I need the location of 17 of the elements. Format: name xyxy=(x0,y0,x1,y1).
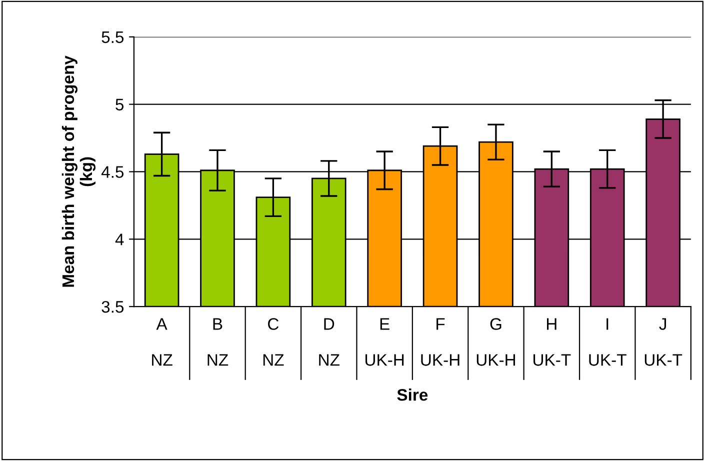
y-tick-label: 3.5 xyxy=(102,300,124,313)
x-axis-title: Sire xyxy=(397,388,428,401)
category-label: F UK-H xyxy=(421,318,460,366)
category-label: A NZ xyxy=(152,318,172,366)
y-tick-label: 5.5 xyxy=(102,31,124,44)
y-tick-label: 4.5 xyxy=(101,166,124,178)
category-label: J UK-T xyxy=(644,318,682,366)
category-label: D NZ xyxy=(319,318,340,366)
y-axis-title: Mean birth weight of progeny (kg) xyxy=(62,56,96,287)
y-tick-label: 4 xyxy=(115,234,124,246)
category-label: E UK-H xyxy=(365,318,404,366)
category-label: C NZ xyxy=(263,318,284,366)
category-label: B NZ xyxy=(208,318,228,366)
y-tick-label: 5 xyxy=(116,98,124,111)
category-label: G UK-H xyxy=(476,318,515,366)
category-label: I UK-T xyxy=(589,318,626,366)
category-label: H UK-T xyxy=(534,318,571,366)
